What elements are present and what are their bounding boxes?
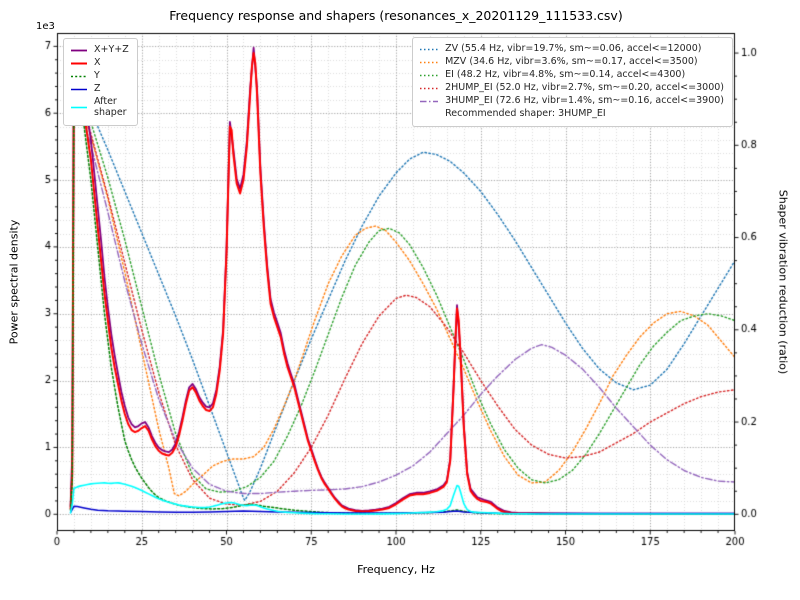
legend-item-3hump-ei: 3HUMP_EI (72.6 Hz, vibr=1.4%, sm~=0.16, …	[419, 95, 724, 107]
legend-label-ei: EI (48.2 Hz, vibr=4.8%, sm~=0.14, accel<…	[445, 69, 686, 81]
legend-item-after-shaper: After shaper	[70, 96, 129, 119]
legend-sample-ei	[420, 74, 439, 77]
legend-note-recommended-shaper: Recommended shaper: 3HUMP_EI	[419, 108, 724, 120]
y-axis-label-left: Power spectral density	[7, 219, 21, 345]
legend-label-mzv: MZV (34.6 Hz, vibr=3.6%, sm~=0.17, accel…	[445, 56, 698, 68]
x-axis-label: Frequency, Hz	[357, 563, 435, 576]
legend-item-y: Y	[70, 70, 129, 82]
legend-item-x-y-z: X+Y+Z	[70, 44, 129, 56]
legend-sample-y	[71, 75, 87, 78]
y-axis-offset-text: 1e3	[36, 21, 55, 32]
legend-sample-mzv	[420, 61, 439, 64]
legend-label-y: Y	[94, 70, 100, 82]
legend-psd: X+Y+Z X Y Z After shaper	[63, 38, 138, 126]
legend-label-z: Z	[94, 83, 101, 95]
legend-sample-x-y-z	[71, 49, 87, 52]
legend-sample-after-shaper	[71, 107, 87, 109]
legend-sample-3hump-ei	[420, 100, 439, 103]
legend-shapers: ZV (55.4 Hz, vibr=19.7%, sm~=0.06, accel…	[412, 37, 733, 127]
chart-title: Frequency response and shapers (resonanc…	[169, 8, 623, 23]
legend-item-z: Z	[70, 83, 129, 95]
legend-item-mzv: MZV (34.6 Hz, vibr=3.6%, sm~=0.17, accel…	[419, 56, 724, 68]
legend-sample-zv	[420, 48, 439, 51]
legend-label-after-shaper: After shaper	[94, 96, 127, 118]
legend-item-zv: ZV (55.4 Hz, vibr=19.7%, sm~=0.06, accel…	[419, 43, 724, 55]
legend-item-ei: EI (48.2 Hz, vibr=4.8%, sm~=0.14, accel<…	[419, 69, 724, 81]
legend-label-3hump-ei: 3HUMP_EI (72.6 Hz, vibr=1.4%, sm~=0.16, …	[445, 95, 724, 107]
legend-sample-x	[71, 62, 87, 65]
legend-note-text: Recommended shaper: 3HUMP_EI	[445, 108, 606, 119]
legend-label-x: X	[94, 57, 101, 69]
legend-sample-2hump-ei	[420, 87, 439, 90]
legend-item-2hump-ei: 2HUMP_EI (52.0 Hz, vibr=2.7%, sm~=0.20, …	[419, 82, 724, 94]
legend-sample-z	[71, 88, 87, 91]
legend-label-x-y-z: X+Y+Z	[94, 44, 129, 56]
legend-label-2hump-ei: 2HUMP_EI (52.0 Hz, vibr=2.7%, sm~=0.20, …	[445, 82, 724, 94]
legend-item-x: X	[70, 57, 129, 69]
legend-label-zv: ZV (55.4 Hz, vibr=19.7%, sm~=0.06, accel…	[445, 43, 702, 55]
y-axis-label-right: Shaper vibration reduction (ratio)	[776, 189, 790, 375]
